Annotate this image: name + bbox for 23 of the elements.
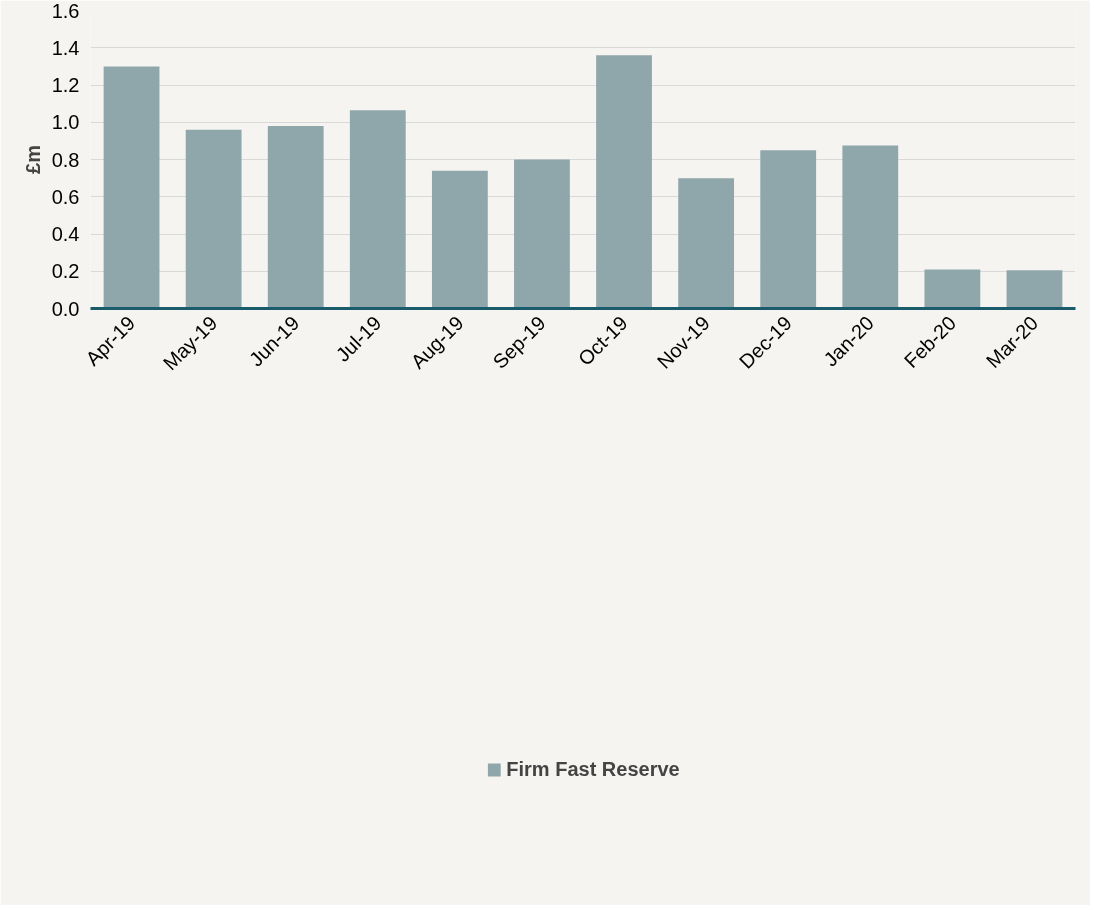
y-tick-label: 0.0 <box>51 297 80 320</box>
y-tick-label: 0.8 <box>51 148 80 171</box>
bar <box>431 170 488 309</box>
bar <box>185 129 242 309</box>
bar <box>267 125 324 309</box>
y-tick-label: 0.6 <box>51 185 80 208</box>
legend-label: Firm Fast Reserve <box>506 757 680 781</box>
y-axis-title: £m <box>21 145 44 174</box>
bar <box>1006 270 1063 309</box>
y-tick-label: 0.4 <box>51 223 80 245</box>
bar <box>514 159 570 309</box>
y-tick-label: 0.2 <box>51 260 80 283</box>
y-tick-label: 1.2 <box>51 74 80 96</box>
bar <box>924 269 981 309</box>
y-tick-label: 1.4 <box>51 36 80 59</box>
bar <box>760 150 817 309</box>
bar <box>678 178 735 309</box>
y-tick-label: 1.0 <box>51 111 80 134</box>
bar <box>349 110 406 309</box>
bar <box>842 145 899 309</box>
bar <box>596 55 652 309</box>
bar <box>103 66 160 309</box>
y-tick-label: 1.6 <box>51 0 80 22</box>
